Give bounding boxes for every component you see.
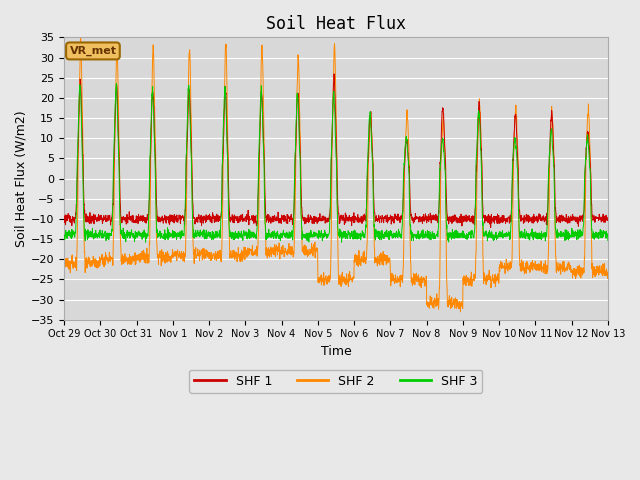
SHF 3 [352,235,360,240]
SHF 2 [572,267,579,273]
SHF 1 [364,169,371,175]
SHF 2 [212,255,220,261]
Y-axis label: Soil Heat Flux (W/m2): Soil Heat Flux (W/m2) [15,110,28,247]
Line: SHF 3: SHF 3 [64,84,608,242]
SHF 2 [364,223,371,229]
SHF 2 [77,36,84,41]
X-axis label: Time: Time [321,345,351,358]
SHF 1 [495,218,502,224]
SHF 1 [60,219,68,225]
SHF 3 [556,232,564,238]
SHF 3 [113,81,120,86]
SHF 2 [456,309,464,315]
SHF 2 [495,278,502,284]
SHF 1 [330,71,338,77]
Title: Soil Heat Flux: Soil Heat Flux [266,15,406,33]
SHF 1 [352,216,360,222]
SHF 1 [572,215,579,221]
SHF 2 [604,269,612,275]
SHF 3 [495,233,502,239]
SHF 3 [364,157,372,163]
SHF 3 [212,228,220,234]
SHF 3 [572,228,579,234]
SHF 2 [60,264,68,270]
SHF 3 [338,240,346,245]
SHF 2 [556,261,564,267]
SHF 2 [352,259,360,264]
SHF 1 [556,220,564,226]
SHF 3 [60,235,68,241]
SHF 1 [604,215,612,220]
Text: VR_met: VR_met [69,46,116,56]
Line: SHF 2: SHF 2 [64,38,608,312]
SHF 3 [604,238,612,243]
Line: SHF 1: SHF 1 [64,74,608,228]
SHF 1 [487,225,495,230]
Legend: SHF 1, SHF 2, SHF 3: SHF 1, SHF 2, SHF 3 [189,370,483,393]
SHF 1 [212,216,220,221]
